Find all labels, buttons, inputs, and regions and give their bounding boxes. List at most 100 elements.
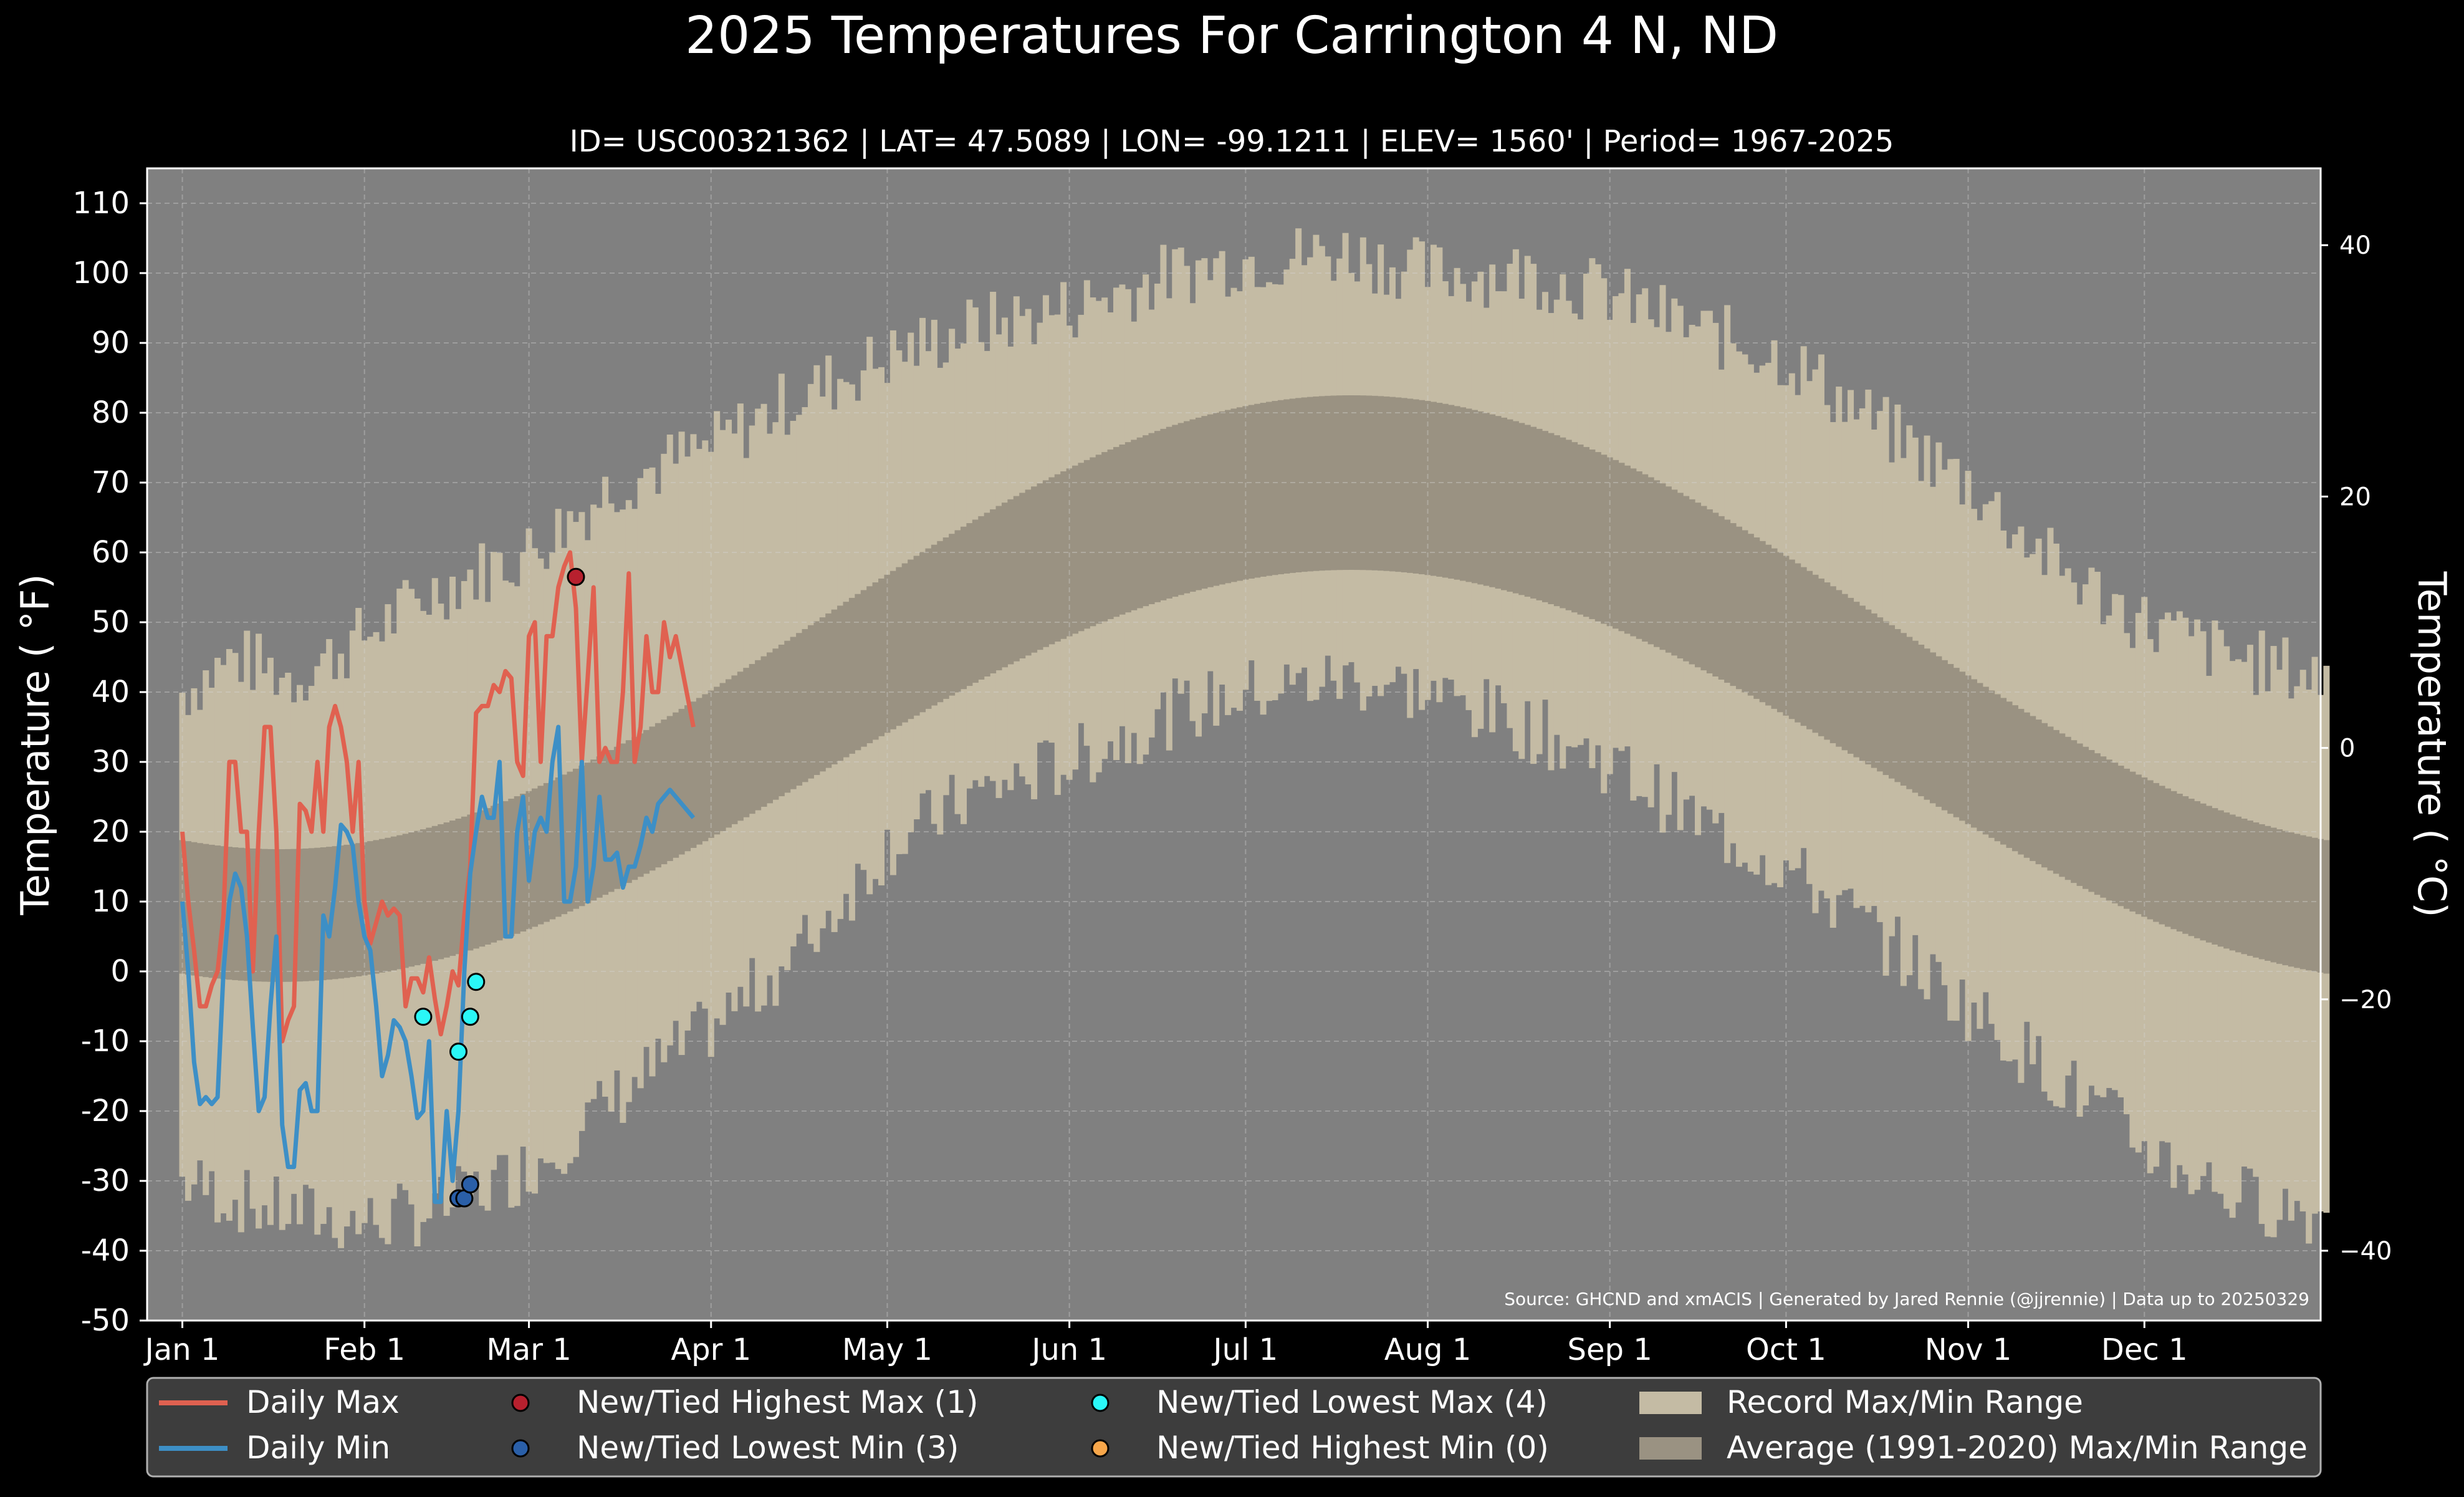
x-tick-label: Jun 1 xyxy=(1030,1332,1107,1367)
average-range-bar xyxy=(1371,395,1378,570)
average-range-bar xyxy=(1442,403,1449,578)
average-range-bar xyxy=(2270,827,2277,963)
average-range-bar xyxy=(1536,428,1543,600)
average-range-bar xyxy=(631,736,638,880)
average-range-bar xyxy=(1601,455,1608,624)
y-tick-label: 10 xyxy=(92,884,130,919)
average-range-bar xyxy=(1101,452,1108,622)
average-range-bar xyxy=(1177,423,1184,595)
average-range-bar xyxy=(1647,477,1654,645)
average-range-bar xyxy=(678,708,685,855)
average-range-bar xyxy=(1959,671,1966,821)
average-range-bar xyxy=(2006,701,2013,848)
average-range-bar xyxy=(1929,652,1937,804)
y-tick-label: 40 xyxy=(92,675,130,710)
plot-frame xyxy=(146,167,2322,1322)
average-range-bar xyxy=(2217,810,2224,947)
average-range-bar xyxy=(1982,686,1989,835)
average-range-bar xyxy=(214,845,221,979)
y-tick-label: 90 xyxy=(92,325,130,360)
average-range-bar xyxy=(332,846,338,980)
average-range-bar xyxy=(1019,493,1026,658)
average-range-bar xyxy=(1307,397,1314,572)
average-range-bar xyxy=(290,849,297,982)
average-range-bar xyxy=(2223,812,2230,949)
average-range-bar xyxy=(1313,396,1320,571)
average-range-bar xyxy=(2323,840,2330,974)
x-tick-label: Dec 1 xyxy=(2101,1332,2188,1367)
average-range-bar xyxy=(438,824,444,960)
average-range-bar xyxy=(543,782,550,922)
legend-label-daily-min: Daily Min xyxy=(246,1430,390,1466)
legend-swatch-average-range xyxy=(1639,1437,1702,1460)
average-range-bar xyxy=(1630,468,1637,637)
average-range-bar xyxy=(297,849,304,982)
y-right-tick-label: 0 xyxy=(2339,734,2355,763)
average-range-bar xyxy=(2071,740,2078,883)
average-range-bar xyxy=(390,836,397,971)
average-range-bar xyxy=(537,786,544,925)
average-range-bar xyxy=(2212,808,2218,945)
chart-title: 2025 Temperatures For Carrington 4 N, ND xyxy=(685,6,1778,65)
x-tick-label: Apr 1 xyxy=(671,1332,751,1367)
average-range-bar xyxy=(1095,455,1102,624)
average-range-bar xyxy=(673,712,679,858)
average-range-bar xyxy=(737,671,744,821)
average-range-bar xyxy=(760,656,767,807)
average-range-bar xyxy=(1389,397,1396,572)
average-range-bar xyxy=(802,628,808,782)
record-marker-point xyxy=(461,1008,479,1026)
average-range-bar xyxy=(2194,801,2201,938)
average-range-bar xyxy=(1571,442,1578,613)
average-range-bar xyxy=(1266,402,1273,576)
average-range-bar xyxy=(714,686,721,835)
average-range-bar xyxy=(567,771,573,912)
average-range-bar xyxy=(1042,480,1049,647)
average-range-bar xyxy=(1859,605,1866,761)
average-range-bar xyxy=(249,848,256,981)
average-range-bar xyxy=(1424,401,1431,575)
average-range-bar xyxy=(2076,743,2083,886)
average-range-bar xyxy=(1718,516,1725,680)
average-range-bar xyxy=(1560,437,1566,609)
average-range-bar xyxy=(2258,824,2265,960)
average-range-bar xyxy=(819,617,826,772)
average-range-bar xyxy=(825,613,832,768)
average-range-bar xyxy=(1977,683,1983,831)
average-range-bar xyxy=(790,637,797,789)
average-range-bar xyxy=(1771,548,1778,709)
average-range-bar xyxy=(831,609,838,764)
y-tick-label: 50 xyxy=(92,605,130,640)
average-range-bar xyxy=(308,848,315,981)
grid-lines xyxy=(147,168,2321,1321)
average-range-bar xyxy=(778,644,785,797)
average-range-bar xyxy=(2000,698,2007,845)
average-range-bar xyxy=(402,834,409,968)
average-range-bar xyxy=(1953,668,1960,817)
average-range-bar xyxy=(1636,471,1642,639)
average-range-bar xyxy=(1753,537,1760,699)
average-range-bar xyxy=(1853,602,1860,758)
average-range-bar xyxy=(1436,403,1443,577)
average-range-bar xyxy=(1912,640,1919,793)
average-range-bar xyxy=(1348,395,1354,570)
average-range-bar xyxy=(1841,594,1848,751)
average-range-bar xyxy=(2129,771,2136,912)
average-range-bar xyxy=(1001,503,1008,668)
average-range-bar xyxy=(654,723,661,868)
average-range-bar xyxy=(2123,768,2131,909)
y-tick-label: 110 xyxy=(72,186,130,221)
average-range-bar xyxy=(872,582,879,740)
legend-box xyxy=(146,1377,2322,1478)
average-range-bar xyxy=(896,567,903,726)
average-range-bar xyxy=(479,810,486,947)
average-range-bar xyxy=(2094,753,2101,895)
average-range-bar xyxy=(2141,777,2148,917)
x-tick-label: Aug 1 xyxy=(1384,1332,1472,1367)
average-range-bar xyxy=(1759,541,1766,703)
y-tick-label: 70 xyxy=(92,465,130,500)
average-range-bar xyxy=(2018,708,2025,855)
average-range-bar xyxy=(1412,399,1419,574)
average-range-bar xyxy=(373,840,380,974)
average-range-bar xyxy=(2088,749,2095,892)
